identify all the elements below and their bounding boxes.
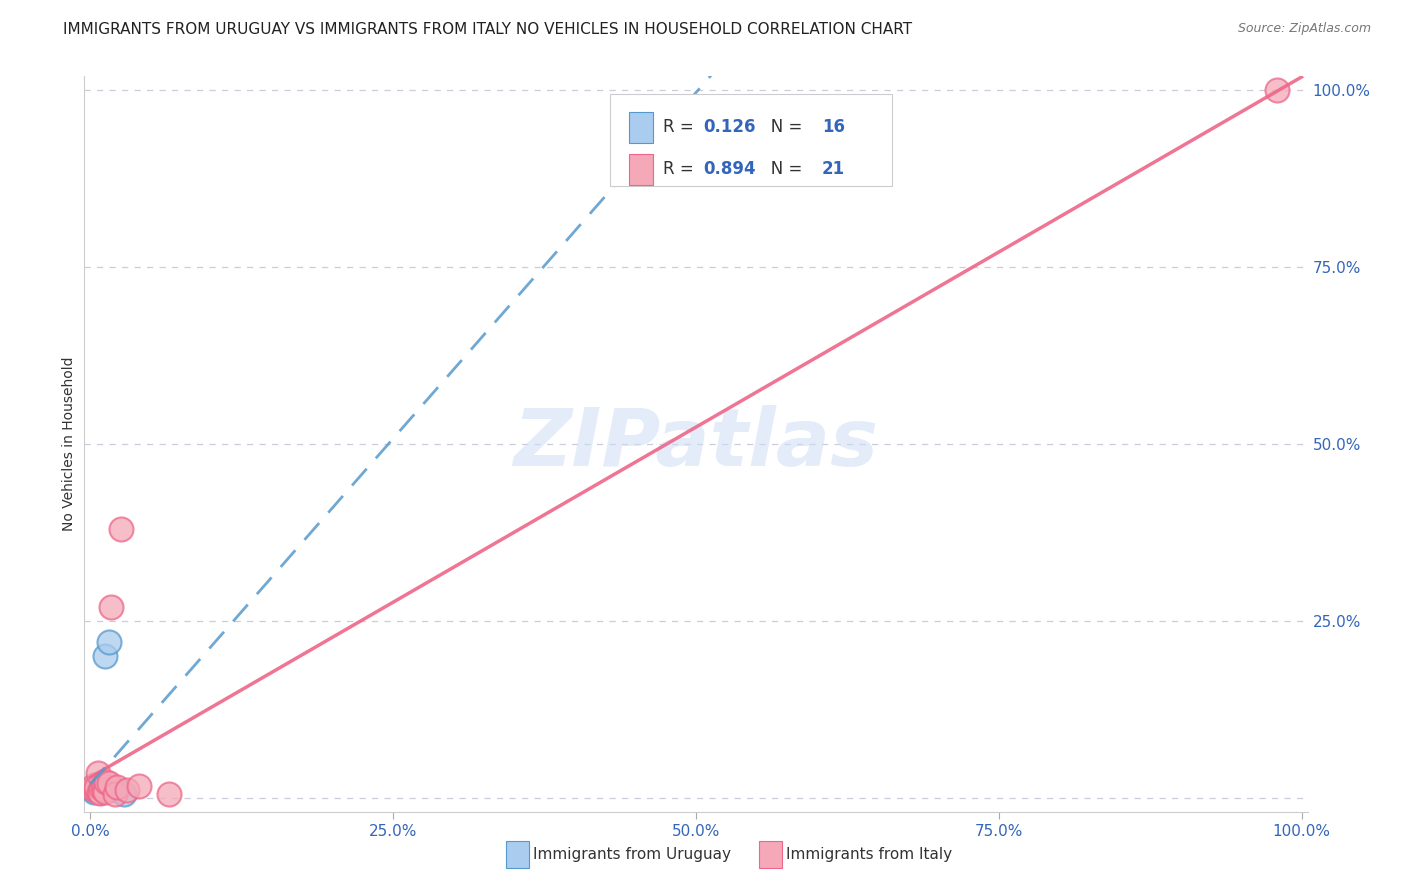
FancyBboxPatch shape: [610, 95, 891, 186]
Point: [89, 786, 111, 800]
Point: [82, 783, 104, 797]
Point: [96, 775, 118, 789]
Point: [110, 522, 132, 536]
Text: R =: R =: [664, 161, 699, 178]
Point: [91, 781, 114, 796]
Point: [105, 783, 128, 797]
Point: [94, 785, 117, 799]
Text: IMMIGRANTS FROM URUGUAY VS IMMIGRANTS FROM ITALY NO VEHICLES IN HOUSEHOLD CORREL: IMMIGRANTS FROM URUGUAY VS IMMIGRANTS FR…: [63, 22, 912, 37]
Point: [100, 599, 122, 614]
Point: [93, 783, 115, 797]
Point: [91, 780, 114, 794]
Point: [112, 787, 135, 801]
Point: [89, 785, 111, 799]
Point: [87, 782, 110, 797]
Point: [90, 780, 112, 795]
Point: [115, 783, 138, 797]
Point: [97, 635, 120, 649]
Text: ZIPatlas: ZIPatlas: [513, 405, 879, 483]
Point: [104, 787, 127, 801]
Text: Immigrants from Uruguay: Immigrants from Uruguay: [533, 847, 731, 862]
Point: [86, 783, 108, 797]
Point: [94, 648, 117, 663]
Point: [86, 780, 108, 794]
Text: R =: R =: [664, 119, 699, 136]
Point: [91, 779, 114, 793]
Point: [86, 765, 108, 780]
Text: N =: N =: [755, 161, 807, 178]
Text: 21: 21: [823, 161, 845, 178]
Point: [86, 780, 108, 794]
Point: [90, 776, 112, 790]
Point: [105, 780, 128, 794]
Point: [86, 779, 108, 793]
Point: [82, 782, 104, 797]
Text: 16: 16: [823, 119, 845, 136]
Point: [128, 779, 150, 793]
Text: Source: ZipAtlas.com: Source: ZipAtlas.com: [1237, 22, 1371, 36]
Point: [1265, 83, 1288, 97]
FancyBboxPatch shape: [628, 112, 654, 143]
Point: [84, 782, 107, 797]
Point: [86, 780, 108, 795]
Text: 0.894: 0.894: [703, 161, 756, 178]
Text: Immigrants from Italy: Immigrants from Italy: [786, 847, 952, 862]
Point: [86, 778, 108, 792]
Text: 0.126: 0.126: [703, 119, 756, 136]
Point: [97, 776, 120, 790]
FancyBboxPatch shape: [628, 153, 654, 185]
Point: [157, 787, 180, 801]
Point: [83, 785, 105, 799]
Text: N =: N =: [755, 119, 807, 136]
Point: [83, 778, 105, 792]
Point: [87, 785, 110, 799]
Y-axis label: No Vehicles in Household: No Vehicles in Household: [62, 357, 76, 531]
